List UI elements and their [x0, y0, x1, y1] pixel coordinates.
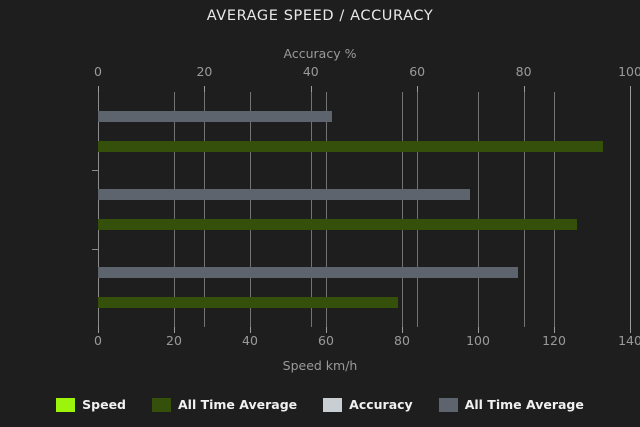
- legend-label: Accuracy: [349, 397, 413, 412]
- top-axis-corner: [98, 92, 99, 98]
- gridline: [310, 92, 312, 327]
- legend-item[interactable]: All Time Average: [438, 397, 584, 412]
- gridline: [523, 92, 525, 327]
- gridline: [417, 92, 419, 327]
- legend-swatch-icon: [56, 397, 76, 412]
- axis-tick: [417, 86, 419, 92]
- axis-tick-label: 80: [515, 64, 532, 79]
- bar-accuracy: [98, 189, 471, 200]
- gridline: [174, 92, 175, 327]
- axis-tick-label: 120: [542, 333, 566, 348]
- axis-tick: [98, 327, 99, 333]
- axis-tick: [310, 86, 312, 92]
- axis-tick: [250, 327, 251, 333]
- axis-tick: [402, 327, 403, 333]
- axis-tick: [326, 327, 327, 333]
- axis-tick: [630, 86, 631, 92]
- gridline: [630, 92, 631, 327]
- legend-label: Speed: [82, 397, 126, 412]
- gridline: [250, 92, 251, 327]
- gridline: [326, 92, 327, 327]
- y-axis-line: [98, 92, 99, 327]
- category-separator-tick: [92, 170, 98, 172]
- bar-speed: [98, 297, 399, 309]
- gridline: [478, 92, 479, 327]
- axis-tick-label: 60: [409, 64, 426, 79]
- legend-item[interactable]: All Time Average: [152, 397, 297, 412]
- legend-swatch-icon: [323, 397, 343, 412]
- bottom-axis-title: Speed km/h: [282, 358, 358, 373]
- bar-speed: [98, 219, 577, 230]
- axis-tick-label: 140: [618, 333, 640, 348]
- legend-item[interactable]: Accuracy: [323, 397, 413, 412]
- bar-accuracy: [98, 110, 333, 122]
- chart-legend: Speed All Time Average Accuracy All Time Av…: [0, 397, 640, 412]
- axis-tick-label: 100: [618, 64, 640, 79]
- legend-item[interactable]: Speed: [56, 397, 126, 412]
- axis-tick-label: 0: [94, 333, 102, 348]
- axis-tick-label: 100: [466, 333, 490, 348]
- axis-tick-label: 80: [394, 333, 410, 348]
- bar-speed: [98, 140, 604, 152]
- gridline: [204, 92, 206, 327]
- bar-accuracy: [98, 267, 519, 279]
- legend-swatch-icon: [438, 397, 458, 412]
- axis-tick: [554, 327, 555, 333]
- axis-tick-label: 0: [94, 64, 102, 79]
- axis-tick-label: 40: [242, 333, 258, 348]
- legend-label: All Time Average: [178, 397, 298, 412]
- gridline: [402, 92, 403, 327]
- legend-label: All Time Average: [464, 397, 584, 412]
- axis-tick-label: 20: [196, 64, 213, 79]
- axis-tick: [174, 327, 175, 333]
- axis-tick-label: 60: [318, 333, 334, 348]
- top-axis-title: Accuracy %: [283, 46, 357, 61]
- bottom-axis-corner: [98, 321, 99, 327]
- legend-swatch-icon: [152, 397, 171, 412]
- category-separator-tick: [92, 248, 98, 250]
- axis-tick: [98, 86, 99, 92]
- axis-tick: [204, 86, 206, 92]
- axis-tick: [523, 86, 525, 92]
- chart-title: AVERAGE SPEED / ACCURACY: [206, 8, 434, 24]
- axis-tick: [478, 327, 479, 333]
- gridline: [554, 92, 555, 327]
- axis-tick: [630, 327, 631, 333]
- axis-tick-label: 20: [166, 333, 182, 348]
- axis-tick-label: 40: [302, 64, 319, 79]
